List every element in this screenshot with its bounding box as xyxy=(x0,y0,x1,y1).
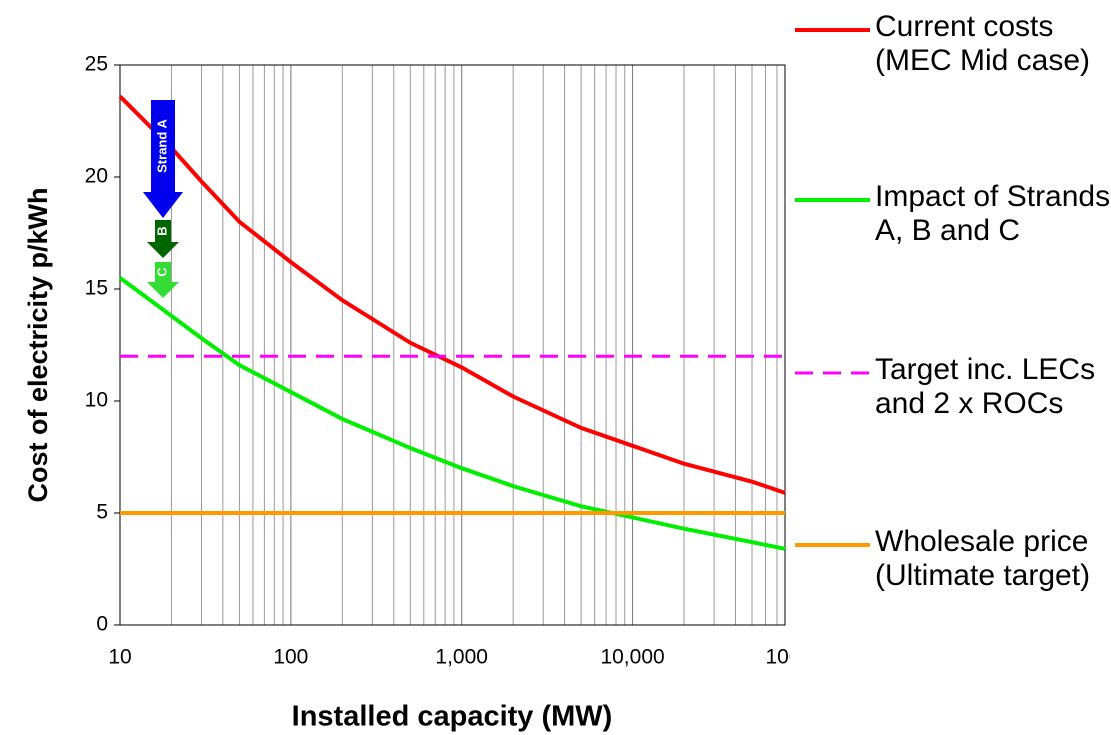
x-tick-label: 10,000 xyxy=(600,646,664,669)
x-tick-label: 100,000 xyxy=(765,646,841,669)
x-tick-label: 100 xyxy=(273,646,308,669)
y-tick-label: 15 xyxy=(85,277,108,300)
y-tick-label: 25 xyxy=(85,53,108,76)
legend-label: Impact of Strands A, B and C xyxy=(875,180,1111,247)
x-tick-label: 1,000 xyxy=(435,646,488,669)
series-line xyxy=(118,94,786,495)
y-tick-label: 0 xyxy=(96,613,108,636)
x-tick-group: 10 100 1,000 10,000 100,000 xyxy=(108,646,841,669)
y-axis-label: Cost of electricity p/kWh xyxy=(23,187,53,502)
y-tick-label: 20 xyxy=(85,165,108,188)
y-tick-label: 10 xyxy=(85,389,108,412)
annotation-text: Strand A xyxy=(154,119,169,173)
y-tick-label: 5 xyxy=(96,501,108,524)
legend-label: Target inc. LECs and 2 x ROCs xyxy=(875,353,1096,420)
plot-frame xyxy=(119,64,786,626)
x-tick-label: 10 xyxy=(108,646,131,669)
annotation-text: C xyxy=(154,267,169,277)
legend-label: Current costs (MEC Mid case) xyxy=(875,10,1091,77)
legend-label: Wholesale price (Ultimate target) xyxy=(875,525,1091,592)
x-axis-label: Installed capacity (MW) xyxy=(292,701,613,733)
annotation-arrow xyxy=(147,262,179,298)
annotation-text: B xyxy=(154,226,169,235)
series-line xyxy=(118,276,786,551)
annotation-arrow xyxy=(143,100,183,218)
annotation-arrow xyxy=(147,220,179,258)
